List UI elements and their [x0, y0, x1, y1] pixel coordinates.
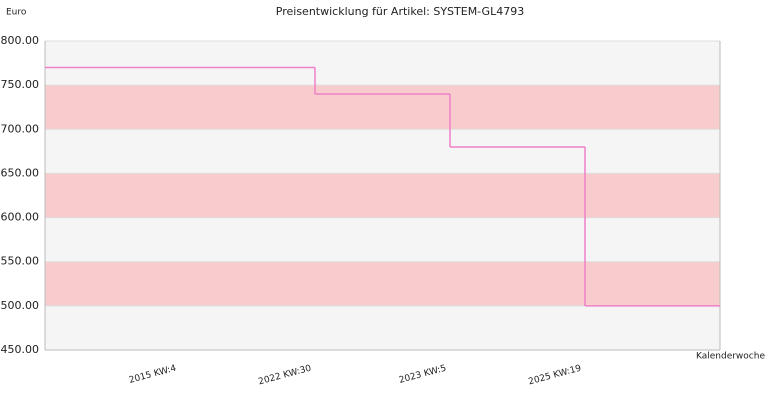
band	[45, 305, 720, 350]
x-tick-label: 2025 KW:19	[527, 364, 582, 388]
x-tick-label: 2022 KW:30	[257, 364, 312, 388]
y-tick-label: 1500.00	[0, 299, 39, 312]
x-tick-label: 2015 KW:4	[128, 364, 178, 386]
y-tick-label: 1750.00	[0, 78, 39, 91]
band	[45, 129, 720, 174]
band	[45, 41, 720, 86]
y-tick-label: 1700.00	[0, 122, 39, 135]
band	[45, 217, 720, 262]
y-tick-label: 1450.00	[0, 343, 39, 356]
chart-title: Preisentwicklung für Artikel: SYSTEM-GL4…	[276, 5, 524, 18]
y-tick-label: 1650.00	[0, 166, 39, 179]
band	[45, 173, 720, 218]
y-tick-label: 1550.00	[0, 255, 39, 268]
x-axis-label: Kalenderwoche	[696, 352, 765, 362]
x-tick-label: 2023 KW:5	[398, 364, 447, 386]
y-tick-label: 1600.00	[0, 211, 39, 224]
band	[45, 85, 720, 130]
y-tick-label: 1800.00	[0, 34, 39, 47]
y-axis-label: Euro	[6, 8, 27, 18]
band	[45, 261, 720, 306]
